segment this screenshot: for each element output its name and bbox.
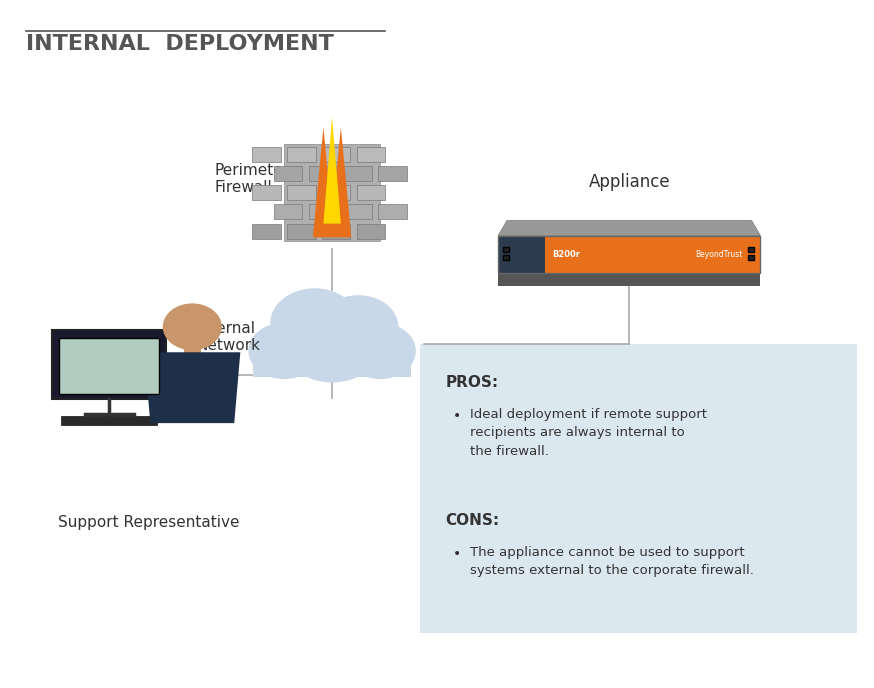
FancyBboxPatch shape [378,166,407,181]
Text: CONS:: CONS: [446,513,500,528]
FancyBboxPatch shape [252,224,281,239]
Text: Perimeter
Firewall: Perimeter Firewall [214,162,289,195]
FancyBboxPatch shape [343,166,372,181]
Circle shape [284,306,380,382]
FancyBboxPatch shape [287,224,316,239]
FancyBboxPatch shape [420,344,857,633]
FancyBboxPatch shape [252,185,281,200]
FancyBboxPatch shape [343,204,372,219]
FancyBboxPatch shape [284,144,380,241]
Polygon shape [313,127,351,237]
FancyBboxPatch shape [357,185,385,200]
FancyBboxPatch shape [309,166,337,181]
FancyBboxPatch shape [59,338,159,394]
FancyBboxPatch shape [274,204,302,219]
Text: •: • [453,409,461,423]
FancyBboxPatch shape [503,247,509,252]
FancyBboxPatch shape [503,255,509,260]
Polygon shape [323,117,341,224]
Text: INTERNAL  DEPLOYMENT: INTERNAL DEPLOYMENT [26,34,334,54]
FancyBboxPatch shape [357,224,385,239]
Text: B200r: B200r [552,250,580,259]
FancyBboxPatch shape [748,247,754,252]
FancyBboxPatch shape [498,235,545,274]
FancyBboxPatch shape [498,274,760,286]
FancyBboxPatch shape [184,341,201,354]
Text: Ideal deployment if remote support
recipients are always internal to
the firewal: Ideal deployment if remote support recip… [470,408,707,458]
Text: Support Representative: Support Representative [58,515,239,530]
Circle shape [163,304,221,350]
FancyBboxPatch shape [52,330,166,399]
FancyBboxPatch shape [357,147,385,162]
Text: BeyondTrust: BeyondTrust [696,250,743,259]
Circle shape [345,323,415,378]
FancyBboxPatch shape [322,224,350,239]
Polygon shape [498,221,760,236]
FancyBboxPatch shape [309,204,337,219]
Text: •: • [453,547,461,561]
FancyBboxPatch shape [253,339,411,377]
FancyBboxPatch shape [287,185,316,200]
FancyBboxPatch shape [252,147,281,162]
FancyBboxPatch shape [61,416,157,425]
Circle shape [319,296,398,358]
Text: The appliance cannot be used to support
systems external to the corporate firewa: The appliance cannot be used to support … [470,546,754,577]
FancyBboxPatch shape [748,255,754,260]
FancyBboxPatch shape [322,147,350,162]
FancyBboxPatch shape [545,235,760,274]
Text: Internal
Network: Internal Network [197,321,260,354]
FancyBboxPatch shape [322,185,350,200]
Circle shape [271,289,358,358]
Text: PROS:: PROS: [446,375,499,390]
FancyBboxPatch shape [287,147,316,162]
FancyBboxPatch shape [378,204,407,219]
Text: Appliance: Appliance [588,173,670,191]
FancyBboxPatch shape [274,166,302,181]
Circle shape [249,323,319,378]
Polygon shape [144,352,240,423]
